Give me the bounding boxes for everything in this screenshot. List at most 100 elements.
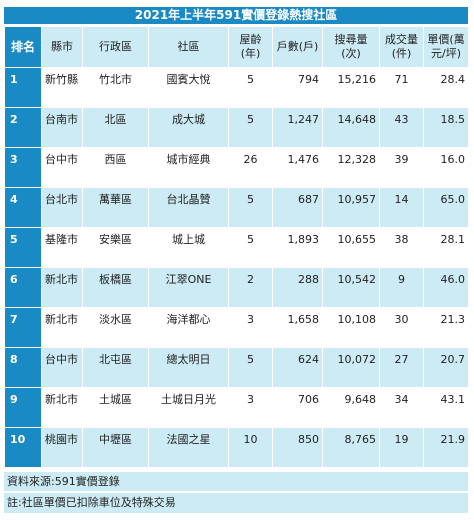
community-cell: 總太明日	[148, 347, 229, 388]
age-cell: 5	[228, 227, 273, 268]
community-cell: 海洋都心	[148, 307, 229, 348]
price-cell: 43.1	[423, 387, 469, 428]
district-cell: 北區	[82, 107, 149, 148]
searches-cell: 10,957	[322, 187, 380, 228]
community-cell: 台北晶贊	[148, 187, 229, 228]
county-cell: 新北市	[41, 307, 83, 348]
footnote: 註:社區單價已扣除車位及特殊交易	[4, 493, 468, 513]
units-cell: 1,476	[272, 147, 323, 188]
price-cell: 20.7	[423, 347, 469, 388]
rank-cell: 9	[4, 387, 42, 428]
units-cell: 706	[272, 387, 323, 428]
age-cell: 5	[228, 107, 273, 148]
units-cell: 794	[272, 67, 323, 108]
district-cell: 萬華區	[82, 187, 149, 228]
table-row: 7 新北市 淡水區 海洋都心 3 1,658 10,108 30 21.3	[4, 307, 469, 348]
county-cell: 台中市	[41, 347, 83, 388]
community-cell: 江翠ONE	[148, 267, 229, 308]
table-row: 6 新北市 板橋區 江翠ONE 2 288 10,542 9 46.0	[4, 267, 469, 308]
price-cell: 16.0	[423, 147, 469, 188]
price-cell: 46.0	[423, 267, 469, 308]
header-age: 屋齡(年)	[228, 26, 273, 68]
table-title: 2021年上半年591實價登錄熱搜社區	[4, 7, 468, 24]
searches-cell: 15,216	[322, 67, 380, 108]
age-cell: 10	[228, 427, 273, 468]
community-cell: 土城日月光	[148, 387, 229, 428]
price-cell: 18.5	[423, 107, 469, 148]
header-district: 行政區	[82, 26, 149, 68]
header-rank: 排名	[4, 26, 42, 68]
rank-cell: 1	[4, 67, 42, 108]
searches-cell: 10,108	[322, 307, 380, 348]
units-cell: 1,893	[272, 227, 323, 268]
table-row: 5 基隆市 安樂區 城上城 5 1,893 10,655 38 28.1	[4, 227, 469, 268]
price-cell: 21.3	[423, 307, 469, 348]
price-cell: 21.9	[423, 427, 469, 468]
ranking-table: 排名 縣市 行政區 社區 屋齡(年) 戶數(戶) 搜尋量(次) 成交量(件) 單…	[4, 26, 469, 468]
deals-cell: 71	[379, 67, 424, 108]
community-cell: 法國之星	[148, 427, 229, 468]
community-cell: 城市經典	[148, 147, 229, 188]
searches-cell: 14,648	[322, 107, 380, 148]
county-cell: 新北市	[41, 387, 83, 428]
rank-cell: 3	[4, 147, 42, 188]
units-cell: 1,247	[272, 107, 323, 148]
deals-cell: 14	[379, 187, 424, 228]
rank-cell: 7	[4, 307, 42, 348]
age-cell: 3	[228, 387, 273, 428]
units-cell: 687	[272, 187, 323, 228]
district-cell: 土城區	[82, 387, 149, 428]
deals-cell: 27	[379, 347, 424, 388]
community-cell: 成大城	[148, 107, 229, 148]
community-cell: 城上城	[148, 227, 229, 268]
searches-cell: 10,655	[322, 227, 380, 268]
deals-cell: 39	[379, 147, 424, 188]
units-cell: 850	[272, 427, 323, 468]
deals-cell: 19	[379, 427, 424, 468]
header-searches: 搜尋量(次)	[322, 26, 380, 68]
county-cell: 新竹縣	[41, 67, 83, 108]
district-cell: 竹北市	[82, 67, 149, 108]
price-cell: 28.4	[423, 67, 469, 108]
rank-cell: 10	[4, 427, 42, 468]
header-county: 縣市	[41, 26, 83, 68]
units-cell: 624	[272, 347, 323, 388]
price-cell: 28.1	[423, 227, 469, 268]
district-cell: 安樂區	[82, 227, 149, 268]
source-note: 資料來源:591實價登錄	[4, 472, 468, 492]
county-cell: 台北市	[41, 187, 83, 228]
units-cell: 1,658	[272, 307, 323, 348]
table-row: 2 台南市 北區 成大城 5 1,247 14,648 43 18.5	[4, 107, 469, 148]
header-deals: 成交量(件)	[379, 26, 424, 68]
units-cell: 288	[272, 267, 323, 308]
county-cell: 桃園市	[41, 427, 83, 468]
age-cell: 5	[228, 347, 273, 388]
county-cell: 基隆市	[41, 227, 83, 268]
rank-cell: 5	[4, 227, 42, 268]
deals-cell: 9	[379, 267, 424, 308]
county-cell: 新北市	[41, 267, 83, 308]
age-cell: 5	[228, 67, 273, 108]
county-cell: 台南市	[41, 107, 83, 148]
rank-cell: 6	[4, 267, 42, 308]
community-cell: 國賓大悅	[148, 67, 229, 108]
district-cell: 中壢區	[82, 427, 149, 468]
age-cell: 3	[228, 307, 273, 348]
district-cell: 北屯區	[82, 347, 149, 388]
header-units: 戶數(戶)	[272, 26, 323, 68]
rank-cell: 8	[4, 347, 42, 388]
header-price: 單價(萬元/坪)	[423, 26, 469, 68]
table-row: 9 新北市 土城區 土城日月光 3 706 9,648 34 43.1	[4, 387, 469, 428]
searches-cell: 12,328	[322, 147, 380, 188]
searches-cell: 10,072	[322, 347, 380, 388]
district-cell: 淡水區	[82, 307, 149, 348]
age-cell: 2	[228, 267, 273, 308]
header-row: 排名 縣市 行政區 社區 屋齡(年) 戶數(戶) 搜尋量(次) 成交量(件) 單…	[4, 26, 469, 68]
searches-cell: 8,765	[322, 427, 380, 468]
deals-cell: 38	[379, 227, 424, 268]
district-cell: 西區	[82, 147, 149, 188]
table-row: 1 新竹縣 竹北市 國賓大悅 5 794 15,216 71 28.4	[4, 67, 469, 108]
deals-cell: 34	[379, 387, 424, 428]
searches-cell: 9,648	[322, 387, 380, 428]
price-cell: 65.0	[423, 187, 469, 228]
